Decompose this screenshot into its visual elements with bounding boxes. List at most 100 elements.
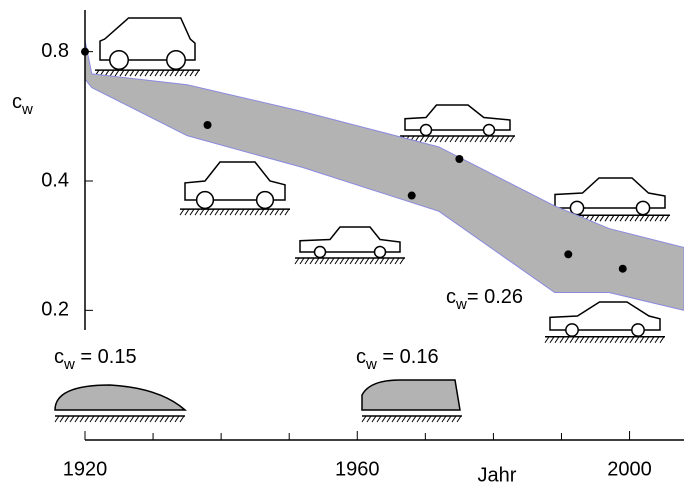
hatch [555, 337, 559, 343]
hatch [135, 416, 139, 422]
chart: 0.80.40.2192019602000Jahrcwcw= 0.26cw = … [0, 0, 684, 486]
hatch [130, 416, 134, 422]
hatch [625, 337, 629, 343]
hatch [105, 416, 109, 422]
hatch [160, 416, 164, 422]
wheel [570, 201, 583, 214]
hatch [90, 416, 94, 422]
hatch [655, 337, 659, 343]
hatch [135, 70, 139, 76]
hatch [485, 136, 489, 142]
hatch [615, 215, 619, 221]
wheel [110, 51, 128, 69]
hatch [235, 209, 239, 215]
hatch [55, 416, 59, 422]
point [455, 155, 463, 163]
hatch [605, 337, 609, 343]
hatch [60, 416, 64, 422]
hatch [575, 337, 579, 343]
wheel [257, 192, 274, 209]
hatch [265, 209, 269, 215]
hatch [195, 209, 199, 215]
hatch [445, 136, 449, 142]
wheel [484, 125, 495, 136]
hatch [365, 258, 369, 264]
hatch [270, 209, 274, 215]
hatch [100, 416, 104, 422]
hatch [425, 136, 429, 142]
y-label-sub: w [21, 101, 33, 118]
hatch [255, 209, 259, 215]
hatch [372, 416, 376, 422]
point [564, 250, 572, 258]
hatch [510, 136, 514, 142]
hatch [630, 215, 634, 221]
hatch [595, 215, 599, 221]
hatch [75, 416, 79, 422]
hatch [465, 136, 469, 142]
hatch [335, 258, 339, 264]
hatch [440, 136, 444, 142]
hatch [180, 209, 184, 215]
hatch [610, 215, 614, 221]
point [408, 192, 416, 200]
hatch [585, 337, 589, 343]
hatch [625, 215, 629, 221]
annotation-rest: = 0.16 [377, 346, 439, 368]
hatch [315, 258, 319, 264]
y-tick-label: 0.4 [41, 169, 69, 191]
hatch [85, 416, 89, 422]
x-tick-label: 1960 [335, 458, 380, 480]
hatch [360, 258, 364, 264]
hatch [565, 337, 569, 343]
wheel [632, 324, 644, 336]
hatch [305, 258, 309, 264]
hatch [635, 215, 639, 221]
x-axis-label: Jahr [478, 464, 517, 486]
hatch [210, 209, 214, 215]
hatch [392, 416, 396, 422]
annotation-sub: w [365, 356, 377, 373]
hatch [362, 416, 366, 422]
hatch [600, 215, 604, 221]
hatch [620, 337, 624, 343]
hatch [190, 209, 194, 215]
hatch [205, 209, 209, 215]
hatch [550, 337, 554, 343]
hatch [165, 416, 169, 422]
hatch [432, 416, 436, 422]
wheel [421, 125, 432, 136]
annotation: cw = 0.16 [356, 346, 439, 373]
hatch [387, 416, 391, 422]
hatch [200, 209, 204, 215]
body-shape [362, 380, 460, 410]
hatch [190, 70, 194, 76]
hatch [610, 337, 614, 343]
hatch [115, 70, 119, 76]
hatch [145, 70, 149, 76]
hatch [590, 337, 594, 343]
hatch [340, 258, 344, 264]
annotation-sub: w [455, 296, 467, 313]
hatch [367, 416, 371, 422]
hatch [250, 209, 254, 215]
hatch [640, 337, 644, 343]
hatch [260, 209, 264, 215]
hatch [175, 416, 179, 422]
hatch [185, 70, 189, 76]
hatch [160, 70, 164, 76]
hatch [645, 215, 649, 221]
hatch [195, 70, 199, 76]
hatch [95, 416, 99, 422]
hatch [630, 337, 634, 343]
body-shape [55, 385, 185, 410]
point [81, 48, 89, 56]
hatch [295, 258, 299, 264]
hatch [180, 70, 184, 76]
hatch [310, 258, 314, 264]
hatch [635, 337, 639, 343]
hatch [215, 209, 219, 215]
hatch [220, 209, 224, 215]
hatch [165, 70, 169, 76]
hatch [417, 416, 421, 422]
